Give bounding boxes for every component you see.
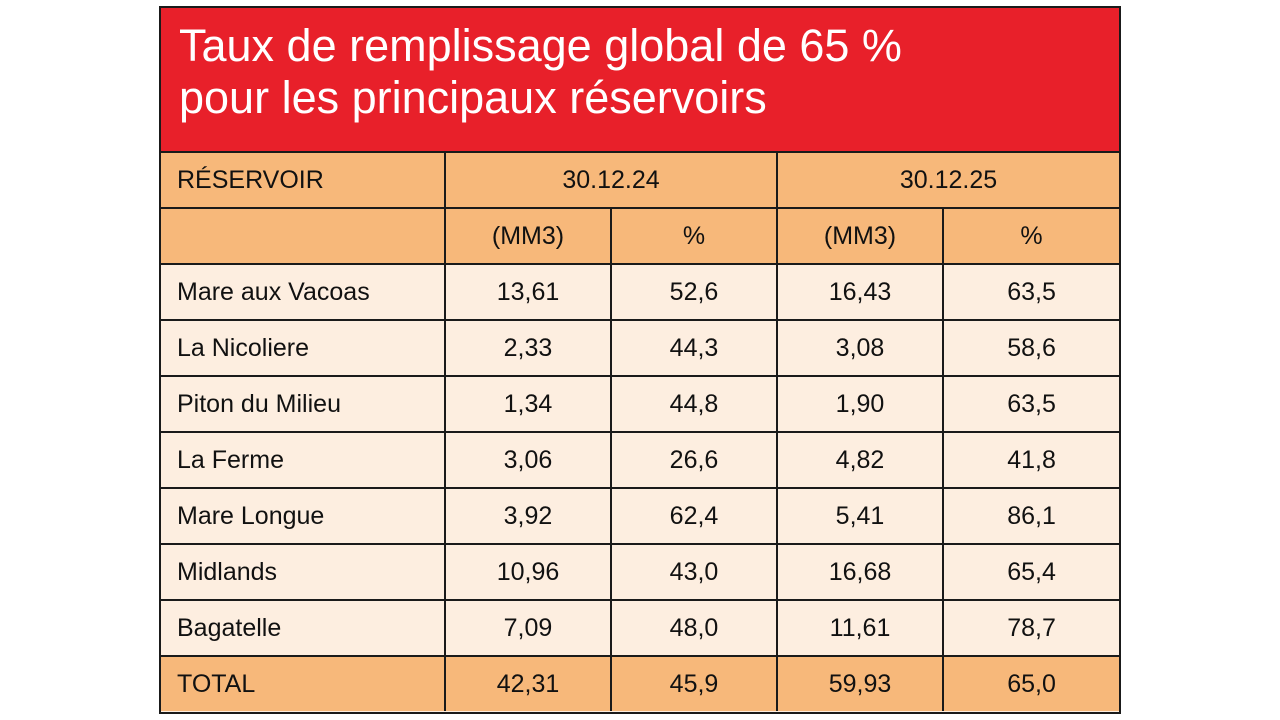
total-volume-2024: 42,31 <box>444 655 612 711</box>
header-date-2024: 30.12.24 <box>443 153 779 209</box>
title-line-1: Taux de remplissage global de 65 % <box>179 20 902 71</box>
reservoir-name: La Ferme <box>161 431 446 489</box>
reservoir-name: Midlands <box>161 543 446 601</box>
header-unit-percent-2025: % <box>942 207 1120 265</box>
total-row: TOTAL 42,31 45,9 59,93 65,0 <box>161 655 1120 711</box>
table-row: La Ferme 3,06 26,6 4,82 41,8 <box>161 431 1120 489</box>
volume-2024: 1,34 <box>444 375 612 433</box>
reservoir-name: Bagatelle <box>161 599 446 657</box>
volume-2024: 7,09 <box>444 599 612 657</box>
header-reservoir: RÉSERVOIR <box>161 153 446 209</box>
title-line-2: pour les principaux réservoirs <box>179 72 767 123</box>
table-row: Bagatelle 7,09 48,0 11,61 78,7 <box>161 599 1120 657</box>
percent-2024: 26,6 <box>609 431 779 489</box>
table-row: Mare aux Vacoas 13,61 52,6 16,43 63,5 <box>161 263 1120 321</box>
total-volume-2025: 59,93 <box>776 655 945 711</box>
reservoir-name: Mare aux Vacoas <box>161 263 446 321</box>
percent-2025: 78,7 <box>942 599 1120 657</box>
reservoir-table-card: Taux de remplissage global de 65 % pour … <box>159 6 1121 714</box>
reservoir-name: La Nicoliere <box>161 319 446 377</box>
percent-2024: 52,6 <box>609 263 779 321</box>
title-band: Taux de remplissage global de 65 % pour … <box>161 8 1119 153</box>
percent-2025: 63,5 <box>942 263 1120 321</box>
percent-2025: 58,6 <box>942 319 1120 377</box>
volume-2025: 5,41 <box>776 487 945 545</box>
table-row: Mare Longue 3,92 62,4 5,41 86,1 <box>161 487 1120 545</box>
volume-2024: 2,33 <box>444 319 612 377</box>
percent-2024: 43,0 <box>609 543 779 601</box>
header-unit-volume-2025: (MM3) <box>776 207 945 265</box>
volume-2024: 13,61 <box>444 263 612 321</box>
volume-2025: 16,68 <box>776 543 945 601</box>
table-row: Midlands 10,96 43,0 16,68 65,4 <box>161 543 1120 601</box>
header-row-dates: RÉSERVOIR 30.12.24 30.12.25 <box>161 153 1120 209</box>
volume-2024: 3,06 <box>444 431 612 489</box>
volume-2025: 16,43 <box>776 263 945 321</box>
percent-2025: 86,1 <box>942 487 1120 545</box>
percent-2024: 48,0 <box>609 599 779 657</box>
header-empty-cell <box>161 207 446 265</box>
header-unit-volume-2024: (MM3) <box>444 207 612 265</box>
reservoir-name: Piton du Milieu <box>161 375 446 433</box>
volume-2025: 4,82 <box>776 431 945 489</box>
header-unit-percent-2024: % <box>609 207 779 265</box>
table-row: La Nicoliere 2,33 44,3 3,08 58,6 <box>161 319 1120 377</box>
reservoir-table: RÉSERVOIR 30.12.24 30.12.25 (MM3) % (MM3… <box>161 153 1120 711</box>
header-row-units: (MM3) % (MM3) % <box>161 207 1120 265</box>
percent-2025: 41,8 <box>942 431 1120 489</box>
total-percent-2024: 45,9 <box>609 655 779 711</box>
volume-2024: 10,96 <box>444 543 612 601</box>
volume-2024: 3,92 <box>444 487 612 545</box>
volume-2025: 1,90 <box>776 375 945 433</box>
volume-2025: 3,08 <box>776 319 945 377</box>
total-label: TOTAL <box>161 655 446 711</box>
reservoir-name: Mare Longue <box>161 487 446 545</box>
percent-2024: 44,3 <box>609 319 779 377</box>
header-date-2025: 30.12.25 <box>776 153 1120 209</box>
percent-2025: 63,5 <box>942 375 1120 433</box>
percent-2024: 44,8 <box>609 375 779 433</box>
total-percent-2025: 65,0 <box>942 655 1120 711</box>
table-row: Piton du Milieu 1,34 44,8 1,90 63,5 <box>161 375 1120 433</box>
volume-2025: 11,61 <box>776 599 945 657</box>
percent-2025: 65,4 <box>942 543 1120 601</box>
percent-2024: 62,4 <box>609 487 779 545</box>
